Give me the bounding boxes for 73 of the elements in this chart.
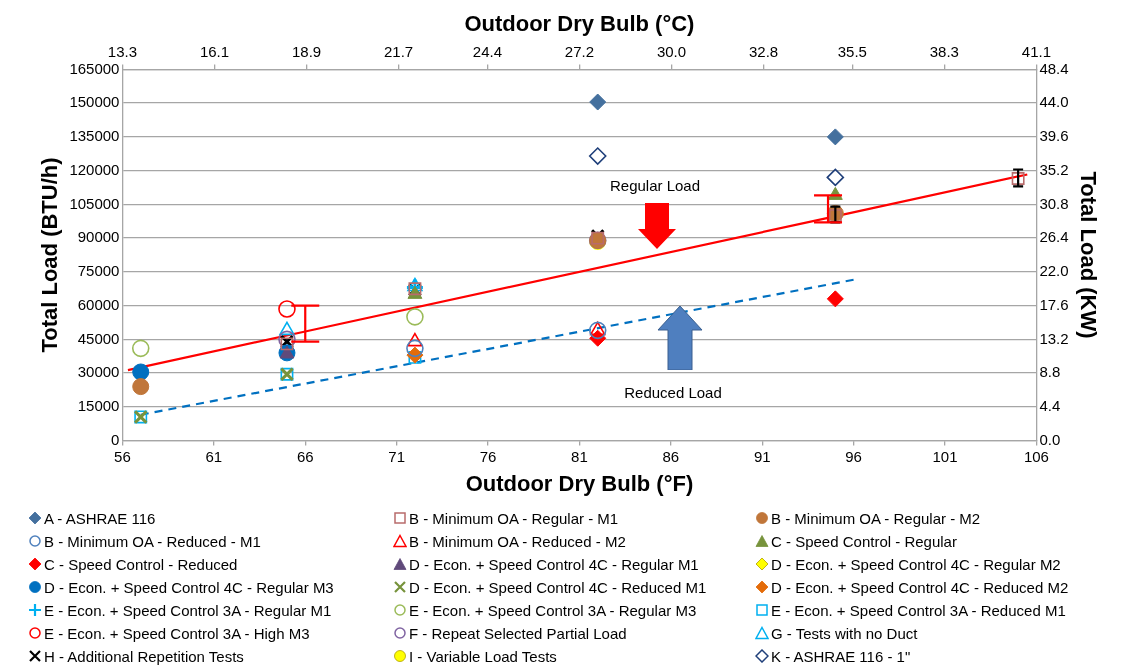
legend-label: E - Econ. + Speed Control 3A - High M3	[44, 624, 310, 642]
legend-label: E - Econ. + Speed Control 3A - Reduced M1	[771, 601, 1066, 619]
y2-tick-label: 8.8	[1039, 363, 1061, 381]
y2-tick-label: 39.6	[1039, 127, 1069, 145]
legend-label: K - ASHRAE 116 - 1"	[771, 647, 911, 665]
y2-tick-label: 0.0	[1039, 430, 1061, 448]
y-tick-label: 120000	[69, 160, 120, 178]
y-tick-label: 165000	[69, 59, 120, 77]
x2-tick-label: 13.3	[107, 42, 138, 60]
x-tick-label: 96	[845, 447, 862, 465]
legend-label: B - Minimum OA - Regular - M1	[409, 509, 619, 527]
y2-tick-label: 35.2	[1039, 160, 1069, 178]
legend-label: I - Variable Load Tests	[409, 647, 557, 665]
legend-label: D - Econ. + Speed Control 4C - Regular M2	[771, 555, 1061, 573]
legend-label: H - Additional Repetition Tests	[44, 647, 244, 665]
x2-tick-label: 18.9	[291, 42, 322, 60]
x-tick-label: 106	[1023, 447, 1049, 465]
legend-label: F - Repeat Selected Partial Load	[409, 624, 627, 642]
x-tick-label: 76	[479, 447, 497, 465]
legend-label: A - ASHRAE 116	[44, 509, 156, 527]
legend-label: C - Speed Control - Reduced	[44, 555, 238, 573]
y-tick-label: 150000	[69, 93, 120, 111]
y2-tick-label: 4.4	[1039, 397, 1061, 414]
x2-tick-label: 27.2	[564, 42, 595, 60]
legend-label: E - Econ. + Speed Control 3A - Regular M1	[44, 601, 332, 619]
y-tick-label: 75000	[77, 262, 120, 280]
y-tick-label: 90000	[77, 228, 120, 246]
x-tick-label: 81	[571, 447, 588, 465]
legend-label: C - Speed Control - Regular	[771, 532, 957, 550]
y2-axis-title: Total Load (KW)	[1075, 171, 1101, 339]
y-axis-title: Total Load (BTU/h)	[37, 157, 63, 353]
x2-tick-label: 38.3	[929, 42, 959, 60]
y-tick-label: 45000	[77, 329, 120, 347]
legend-label: B - Minimum OA - Regular - M2	[771, 509, 981, 527]
legend-label: D - Econ. + Speed Control 4C - Reduced M2	[771, 578, 1069, 596]
y2-tick-label: 48.4	[1039, 59, 1069, 77]
x2-tick-label: 21.7	[384, 42, 414, 60]
x-tick-label: 66	[296, 447, 314, 465]
legend-label: B - Minimum OA - Reduced - M2	[409, 532, 626, 550]
y-tick-label: 135000	[69, 127, 120, 145]
x-tick-label: 101	[932, 447, 958, 465]
y2-tick-label: 13.2	[1039, 329, 1069, 347]
legend-label: D - Econ. + Speed Control 4C - Reduced M1	[409, 578, 707, 596]
y-tick-label: 105000	[69, 194, 120, 212]
x2-tick-label: 30.0	[656, 42, 687, 60]
x2-tick-label: 35.5	[837, 42, 867, 60]
x-axis-title: Outdoor Dry Bulb (°F)	[465, 470, 694, 496]
x2-tick-label: 41.1	[1021, 42, 1052, 60]
y2-tick-label: 17.6	[1039, 295, 1069, 313]
x2-tick-label: 16.1	[199, 42, 230, 60]
y-tick-label: 15000	[77, 397, 120, 414]
x-tick-label: 61	[205, 447, 223, 465]
x2-tick-label: 24.4	[472, 42, 502, 60]
x-tick-label: 91	[753, 447, 771, 465]
annotation: Regular Load	[609, 176, 701, 194]
x-tick-label: 56	[114, 447, 131, 465]
legend-label: G - Tests with no Duct	[771, 624, 918, 642]
y2-tick-label: 44.0	[1039, 93, 1069, 111]
legend-label: D - Econ. + Speed Control 4C - Regular M3	[44, 578, 334, 596]
x2-tick-label: 32.8	[748, 42, 779, 60]
y-tick-label: 60000	[77, 295, 120, 313]
annotation: Reduced Load	[624, 383, 722, 401]
legend-label: E - Econ. + Speed Control 3A - Regular M3	[409, 601, 697, 619]
x-tick-label: 86	[662, 447, 680, 465]
x-tick-label: 71	[388, 447, 405, 465]
legend-label: D - Econ. + Speed Control 4C - Regular M1	[409, 555, 699, 573]
legend-label: B - Minimum OA - Reduced - M1	[44, 532, 261, 550]
y2-tick-label: 30.8	[1039, 194, 1069, 212]
y-tick-label: 0	[111, 430, 120, 448]
y2-tick-label: 26.4	[1039, 228, 1069, 246]
y-tick-label: 30000	[77, 363, 120, 381]
y2-tick-label: 22.0	[1039, 262, 1069, 280]
x2-axis-title: Outdoor Dry Bulb (°C)	[464, 11, 695, 37]
